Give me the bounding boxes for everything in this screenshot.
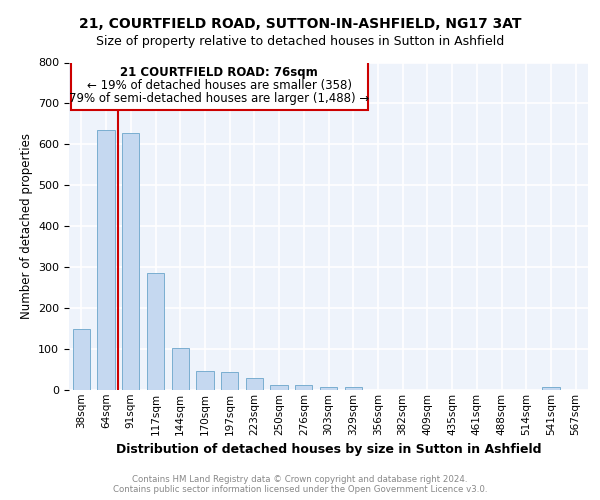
- Bar: [97, 130, 115, 390]
- Bar: [172, 348, 189, 390]
- Text: 21 COURTFIELD ROAD: 76sqm: 21 COURTFIELD ROAD: 76sqm: [121, 66, 318, 79]
- Bar: [73, 328, 90, 390]
- Bar: [221, 372, 238, 390]
- Bar: [147, 274, 164, 390]
- Text: 79% of semi-detached houses are larger (1,488) →: 79% of semi-detached houses are larger (…: [69, 92, 370, 106]
- Text: 21, COURTFIELD ROAD, SUTTON-IN-ASHFIELD, NG17 3AT: 21, COURTFIELD ROAD, SUTTON-IN-ASHFIELD,…: [79, 18, 521, 32]
- Bar: [246, 378, 263, 390]
- Bar: [320, 386, 337, 390]
- Bar: [295, 384, 313, 390]
- Text: Contains HM Land Registry data © Crown copyright and database right 2024.
Contai: Contains HM Land Registry data © Crown c…: [113, 474, 487, 494]
- Bar: [542, 386, 560, 390]
- Bar: [271, 384, 288, 390]
- Bar: [344, 386, 362, 390]
- Y-axis label: Number of detached properties: Number of detached properties: [20, 133, 32, 320]
- X-axis label: Distribution of detached houses by size in Sutton in Ashfield: Distribution of detached houses by size …: [116, 443, 541, 456]
- Text: Size of property relative to detached houses in Sutton in Ashfield: Size of property relative to detached ho…: [96, 35, 504, 48]
- Text: ← 19% of detached houses are smaller (358): ← 19% of detached houses are smaller (35…: [87, 80, 352, 92]
- Bar: [122, 133, 139, 390]
- FancyBboxPatch shape: [71, 62, 368, 110]
- Bar: [196, 371, 214, 390]
